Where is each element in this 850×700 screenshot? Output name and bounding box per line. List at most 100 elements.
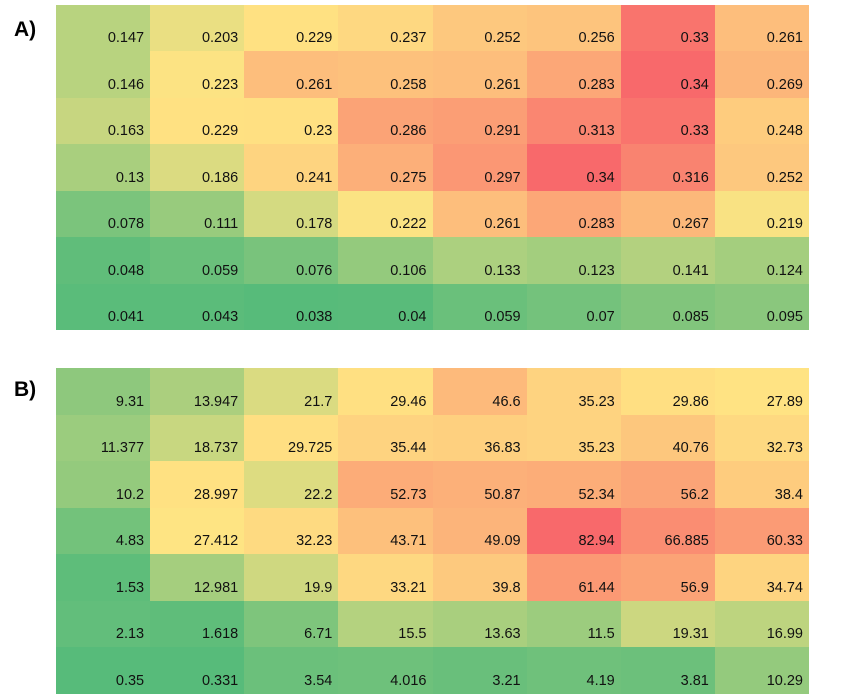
heatmap-a-cell: 0.147 — [56, 5, 151, 52]
heatmap-a-cell: 0.223 — [150, 51, 245, 98]
heatmap-b-cell: 52.34 — [526, 461, 621, 508]
heatmap-a-cell: 0.283 — [526, 190, 621, 238]
heatmap-a-cell: 0.123 — [526, 237, 621, 284]
heatmap-a: 0.147 0.203 0.229 0.237 0.252 0.256 0.33 0.261 0… — [56, 5, 809, 330]
heatmap-a-cell: 0.095 — [714, 283, 809, 330]
heatmap-a-cell: 0.163 — [56, 97, 151, 145]
heatmap-a-cell: 0.111 — [150, 190, 245, 238]
heatmap-b-cell: 1.53 — [56, 554, 151, 601]
heatmap-b-cell: 43.71 — [338, 507, 433, 555]
heatmap-a-cell: 0.316 — [620, 144, 715, 191]
heatmap-a-cell: 0.275 — [338, 144, 433, 191]
heatmap-a-cell: 0.229 — [244, 5, 339, 52]
heatmap-b-cell: 4.19 — [526, 647, 621, 694]
heatmap-b-cell: 56.9 — [620, 554, 715, 601]
heatmap-a-cell: 0.229 — [150, 97, 245, 145]
heatmap-a-cell: 0.13 — [56, 144, 151, 191]
heatmap-a-cell: 0.059 — [150, 237, 245, 284]
heatmap-a-cell: 0.237 — [338, 5, 433, 52]
heatmap-b-cell: 9.31 — [56, 368, 151, 415]
heatmap-b-cell: 2.13 — [56, 600, 151, 648]
heatmap-a-cell: 0.291 — [432, 97, 527, 145]
heatmap-b-cell: 33.21 — [338, 554, 433, 601]
heatmap-b-cell: 32.23 — [244, 507, 339, 555]
heatmap-b-cell: 11.377 — [56, 414, 151, 462]
heatmap-b-cell: 22.2 — [244, 461, 339, 508]
heatmap-a-cell: 0.133 — [432, 237, 527, 284]
heatmap-b-cell: 34.74 — [714, 554, 809, 601]
heatmap-b-cell: 13.947 — [150, 368, 245, 415]
heatmap-a-cell: 0.219 — [714, 190, 809, 238]
heatmap-a-cell: 0.106 — [338, 237, 433, 284]
heatmap-b-cell: 0.331 — [150, 647, 245, 694]
heatmap-a-cell: 0.178 — [244, 190, 339, 238]
heatmap-a-cell: 0.33 — [620, 5, 715, 52]
panel-a-label: A) — [14, 18, 37, 41]
heatmap-a-cell: 0.261 — [244, 51, 339, 98]
heatmap-b-cell: 82.94 — [526, 507, 621, 555]
heatmap-b-cell: 28.997 — [150, 461, 245, 508]
heatmap-a-cell: 0.059 — [432, 283, 527, 330]
heatmap-a-cell: 0.078 — [56, 190, 151, 238]
heatmap-b-cell: 61.44 — [526, 554, 621, 601]
heatmap-b-cell: 15.5 — [338, 600, 433, 648]
heatmap-b-cell: 21.7 — [244, 368, 339, 415]
heatmap-b-cell: 11.5 — [526, 600, 621, 648]
heatmap-a-cell: 0.043 — [150, 283, 245, 330]
heatmap-b-cell: 46.6 — [432, 368, 527, 415]
heatmap-b-cell: 38.4 — [714, 461, 809, 508]
heatmap-a-cell: 0.146 — [56, 51, 151, 98]
heatmap-b-cell: 19.9 — [244, 554, 339, 601]
heatmap-a-cell: 0.313 — [526, 97, 621, 145]
heatmap-a-cell: 0.34 — [620, 51, 715, 98]
heatmap-a-cell: 0.248 — [714, 97, 809, 145]
heatmap-a-cell: 0.23 — [244, 97, 339, 145]
heatmap-b-cell: 60.33 — [714, 507, 809, 555]
heatmap-a-cell: 0.283 — [526, 51, 621, 98]
heatmap-b: 9.31 13.947 21.7 29.46 46.6 35.23 29.86 27.89 11… — [56, 368, 809, 694]
heatmap-b-cell: 40.76 — [620, 414, 715, 462]
heatmap-b-cell: 29.725 — [244, 414, 339, 462]
heatmap-a-cell: 0.252 — [714, 144, 809, 191]
heatmap-b-cell: 4.016 — [338, 647, 433, 694]
heatmap-b-cell: 18.737 — [150, 414, 245, 462]
heatmap-a-cell: 0.048 — [56, 237, 151, 284]
heatmap-a-cell: 0.252 — [432, 5, 527, 52]
heatmap-b-cell: 32.73 — [714, 414, 809, 462]
heatmap-b-cell: 3.21 — [432, 647, 527, 694]
heatmap-b-cell: 3.81 — [620, 647, 715, 694]
heatmap-a-cell: 0.34 — [526, 144, 621, 191]
heatmap-a-cell: 0.269 — [714, 51, 809, 98]
heatmap-b-cell: 36.83 — [432, 414, 527, 462]
heatmap-b-cell: 4.83 — [56, 507, 151, 555]
heatmap-b-cell: 6.71 — [244, 600, 339, 648]
heatmap-a-cell: 0.261 — [432, 190, 527, 238]
heatmap-a-cell: 0.33 — [620, 97, 715, 145]
heatmap-a-cell: 0.261 — [432, 51, 527, 98]
panel-b-label: B) — [14, 378, 37, 401]
heatmap-b-cell: 13.63 — [432, 600, 527, 648]
heatmap-a-cell: 0.141 — [620, 237, 715, 284]
heatmap-b-cell: 1.618 — [150, 600, 245, 648]
heatmap-a-cell: 0.041 — [56, 283, 151, 330]
heatmap-b-cell: 3.54 — [244, 647, 339, 694]
heatmap-a-cell: 0.286 — [338, 97, 433, 145]
heatmap-b-cell: 12.981 — [150, 554, 245, 601]
heatmap-b-cell: 35.23 — [526, 368, 621, 415]
heatmap-b-cell: 27.412 — [150, 507, 245, 555]
heatmap-a-cell: 0.038 — [244, 283, 339, 330]
heatmap-b-cell: 19.31 — [620, 600, 715, 648]
heatmap-a-cell: 0.07 — [526, 283, 621, 330]
heatmap-a-cell: 0.267 — [620, 190, 715, 238]
heatmap-b-cell: 10.2 — [56, 461, 151, 508]
heatmap-b-cell: 56.2 — [620, 461, 715, 508]
heatmap-a-cell: 0.085 — [620, 283, 715, 330]
heatmap-b-cell: 16.99 — [714, 600, 809, 648]
heatmap-b-cell: 29.86 — [620, 368, 715, 415]
heatmap-a-cell: 0.04 — [338, 283, 433, 330]
heatmap-a-cell: 0.261 — [714, 5, 809, 52]
heatmap-b-cell: 10.29 — [714, 647, 809, 694]
heatmap-b-cell: 35.23 — [526, 414, 621, 462]
heatmap-a-cell: 0.258 — [338, 51, 433, 98]
heatmap-b-cell: 35.44 — [338, 414, 433, 462]
